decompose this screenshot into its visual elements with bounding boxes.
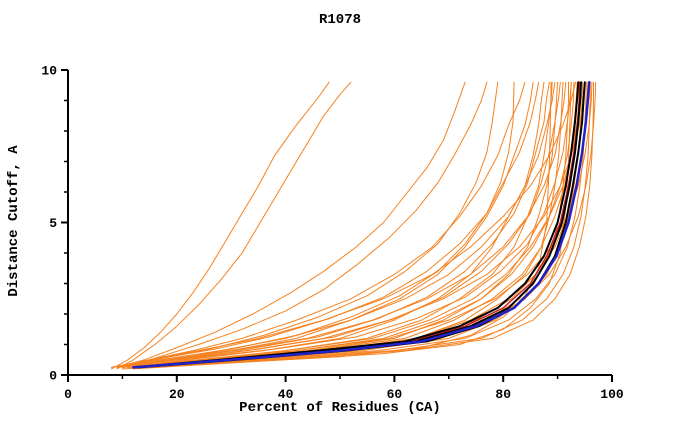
svg-text:100: 100: [600, 387, 624, 402]
svg-text:0: 0: [64, 387, 72, 402]
svg-text:80: 80: [495, 387, 511, 402]
svg-text:60: 60: [387, 387, 403, 402]
chart-title: R1078: [318, 12, 361, 28]
svg-text:20: 20: [169, 387, 185, 402]
svg-text:40: 40: [278, 387, 294, 402]
x-axis-label: Percent of Residues (CA): [239, 400, 441, 416]
svg-text:0: 0: [49, 369, 57, 384]
svg-text:5: 5: [49, 216, 57, 231]
svg-text:10: 10: [41, 64, 57, 79]
